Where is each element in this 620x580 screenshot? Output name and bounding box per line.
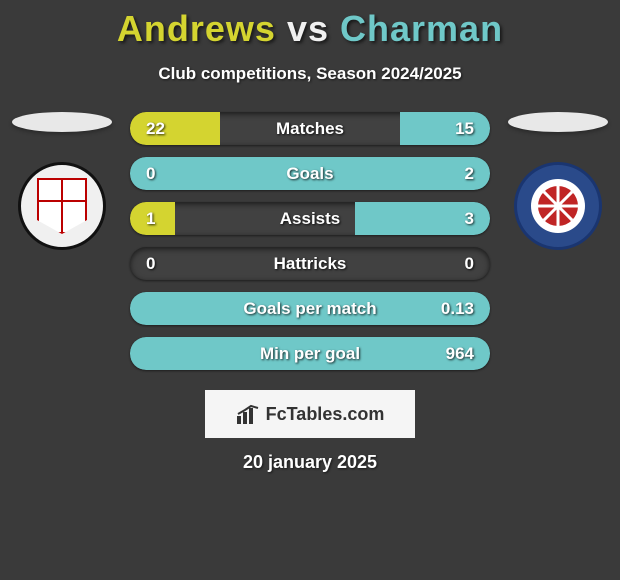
stat-row: 1 Assists 3 xyxy=(130,202,490,235)
stat-bar-left xyxy=(130,112,220,145)
stat-row: 0 Hattricks 0 xyxy=(130,247,490,280)
subtitle: Club competitions, Season 2024/2025 xyxy=(0,64,620,84)
stat-bar-right xyxy=(400,112,490,145)
page-title: Andrews vs Charman xyxy=(0,8,620,50)
stat-value-left: 1 xyxy=(146,209,155,229)
stat-value-right: 964 xyxy=(446,344,474,364)
stat-row: Goals per match 0.13 xyxy=(130,292,490,325)
stat-value-right: 15 xyxy=(455,119,474,139)
stat-label: Hattricks xyxy=(274,254,347,274)
left-shadow-ellipse xyxy=(12,112,112,132)
stat-row: Min per goal 964 xyxy=(130,337,490,370)
left-club-crest xyxy=(18,162,106,250)
left-club-column xyxy=(12,112,112,250)
footer-brand: FcTables.com xyxy=(205,390,415,438)
right-crest-wheel xyxy=(531,179,585,233)
main-content: 22 Matches 15 0 Goals 2 1 Assists 3 0 Hattricks 0 Go… xyxy=(0,112,620,370)
left-crest-shield xyxy=(37,178,87,234)
footer-brand-text: FcTables.com xyxy=(266,404,385,425)
vs-text: vs xyxy=(287,8,329,49)
stat-value-right: 2 xyxy=(465,164,474,184)
date-text: 20 january 2025 xyxy=(0,452,620,473)
stat-label: Matches xyxy=(276,119,344,139)
stats-column: 22 Matches 15 0 Goals 2 1 Assists 3 0 Hattricks 0 Go… xyxy=(130,112,490,370)
stat-label: Goals per match xyxy=(243,299,376,319)
stat-label: Assists xyxy=(280,209,340,229)
stat-value-left: 22 xyxy=(146,119,165,139)
stat-label: Min per goal xyxy=(260,344,360,364)
stat-value-left: 0 xyxy=(146,164,155,184)
stat-row: 0 Goals 2 xyxy=(130,157,490,190)
right-crest-spokes xyxy=(538,186,578,226)
stat-row: 22 Matches 15 xyxy=(130,112,490,145)
player-left-name: Andrews xyxy=(117,8,276,49)
stat-label: Goals xyxy=(286,164,333,184)
stat-value-right: 0.13 xyxy=(441,299,474,319)
right-club-column xyxy=(508,112,608,250)
comparison-card: Andrews vs Charman Club competitions, Se… xyxy=(0,0,620,473)
stat-value-left: 0 xyxy=(146,254,155,274)
player-right-name: Charman xyxy=(340,8,503,49)
stat-value-right: 3 xyxy=(465,209,474,229)
right-club-crest xyxy=(514,162,602,250)
chart-icon xyxy=(236,404,262,424)
stat-value-right: 0 xyxy=(465,254,474,274)
right-shadow-ellipse xyxy=(508,112,608,132)
